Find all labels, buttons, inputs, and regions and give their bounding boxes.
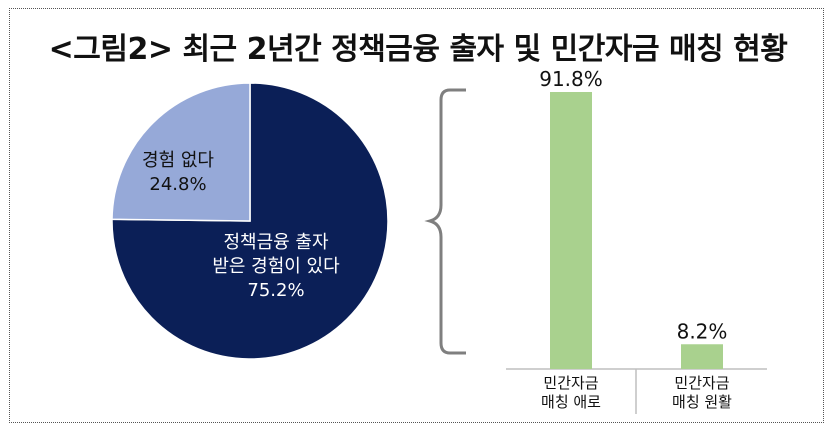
pie-label-no-experience-line: 경험 없다 xyxy=(142,150,214,171)
pie-slice-experienced xyxy=(111,82,389,360)
bar-matching-difficulty-value-label: 91.8% xyxy=(539,67,603,91)
bar-matching-smooth xyxy=(681,344,723,369)
bracket-brace xyxy=(424,88,466,355)
pie-label-experienced-line: 받은 경험이 있다 xyxy=(212,256,340,277)
pie-label-experienced-value: 75.2% xyxy=(247,280,304,301)
pie-label-experienced-line: 정책금융 출자 xyxy=(223,232,329,253)
category-label-2-line2: 매칭 원활 xyxy=(672,393,732,411)
pie-slice-no-experience xyxy=(111,82,251,222)
bar-matching-smooth-value-label: 8.2% xyxy=(677,319,728,343)
category-label-2-line1: 민간자금 xyxy=(674,374,729,392)
pie-label-no-experience-value: 24.8% xyxy=(149,174,206,195)
figure-frame xyxy=(9,8,824,423)
category-label-1-line2: 매칭 애로 xyxy=(541,393,601,411)
bar-matching-difficulty xyxy=(550,92,592,369)
category-label-1-line1: 민간자금 xyxy=(543,374,598,392)
figure-title: <그림2> 최근 2년간 정책금융 출자 및 민간자금 매칭 현황 xyxy=(48,32,788,67)
